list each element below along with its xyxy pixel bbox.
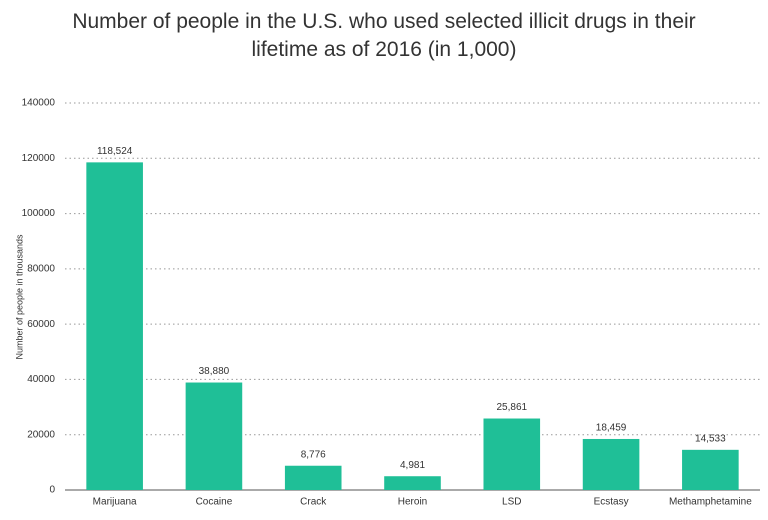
y-axis-label: Number of people in thousands: [14, 234, 24, 360]
y-tick-label: 40000: [27, 374, 55, 385]
bar: [682, 449, 739, 490]
bar: [483, 418, 541, 490]
value-label: 18,459: [596, 423, 627, 434]
x-tick-label: LSD: [502, 497, 521, 508]
y-tick-label: 120000: [22, 153, 56, 164]
x-tick-label: Cocaine: [196, 497, 233, 508]
bar: [284, 465, 342, 490]
value-label: 14,533: [695, 433, 726, 444]
y-tick-label: 100000: [22, 208, 56, 219]
y-tick-label: 0: [49, 485, 55, 496]
value-label: 25,861: [496, 402, 527, 413]
bar: [86, 162, 143, 491]
value-label: 38,880: [199, 366, 230, 377]
y-tick-label: 60000: [27, 319, 55, 330]
x-tick-label: Methamphetamine: [669, 497, 752, 508]
value-label: 8,776: [301, 449, 326, 460]
bar: [185, 382, 243, 490]
y-tick-label: 80000: [27, 263, 55, 274]
value-label: 118,524: [97, 146, 133, 157]
x-tick-label: Heroin: [398, 497, 427, 508]
chart-title: Number of people in the U.S. who used se…: [72, 10, 696, 61]
value-label: 4,981: [400, 460, 425, 471]
x-tick-label: Ecstasy: [594, 497, 629, 508]
bar: [582, 438, 640, 490]
x-tick-label: Crack: [300, 497, 327, 508]
y-tick-label: 20000: [27, 429, 55, 440]
y-tick-label: 140000: [22, 98, 56, 109]
bar: [384, 476, 441, 490]
x-tick-label: Marijuana: [93, 497, 137, 508]
